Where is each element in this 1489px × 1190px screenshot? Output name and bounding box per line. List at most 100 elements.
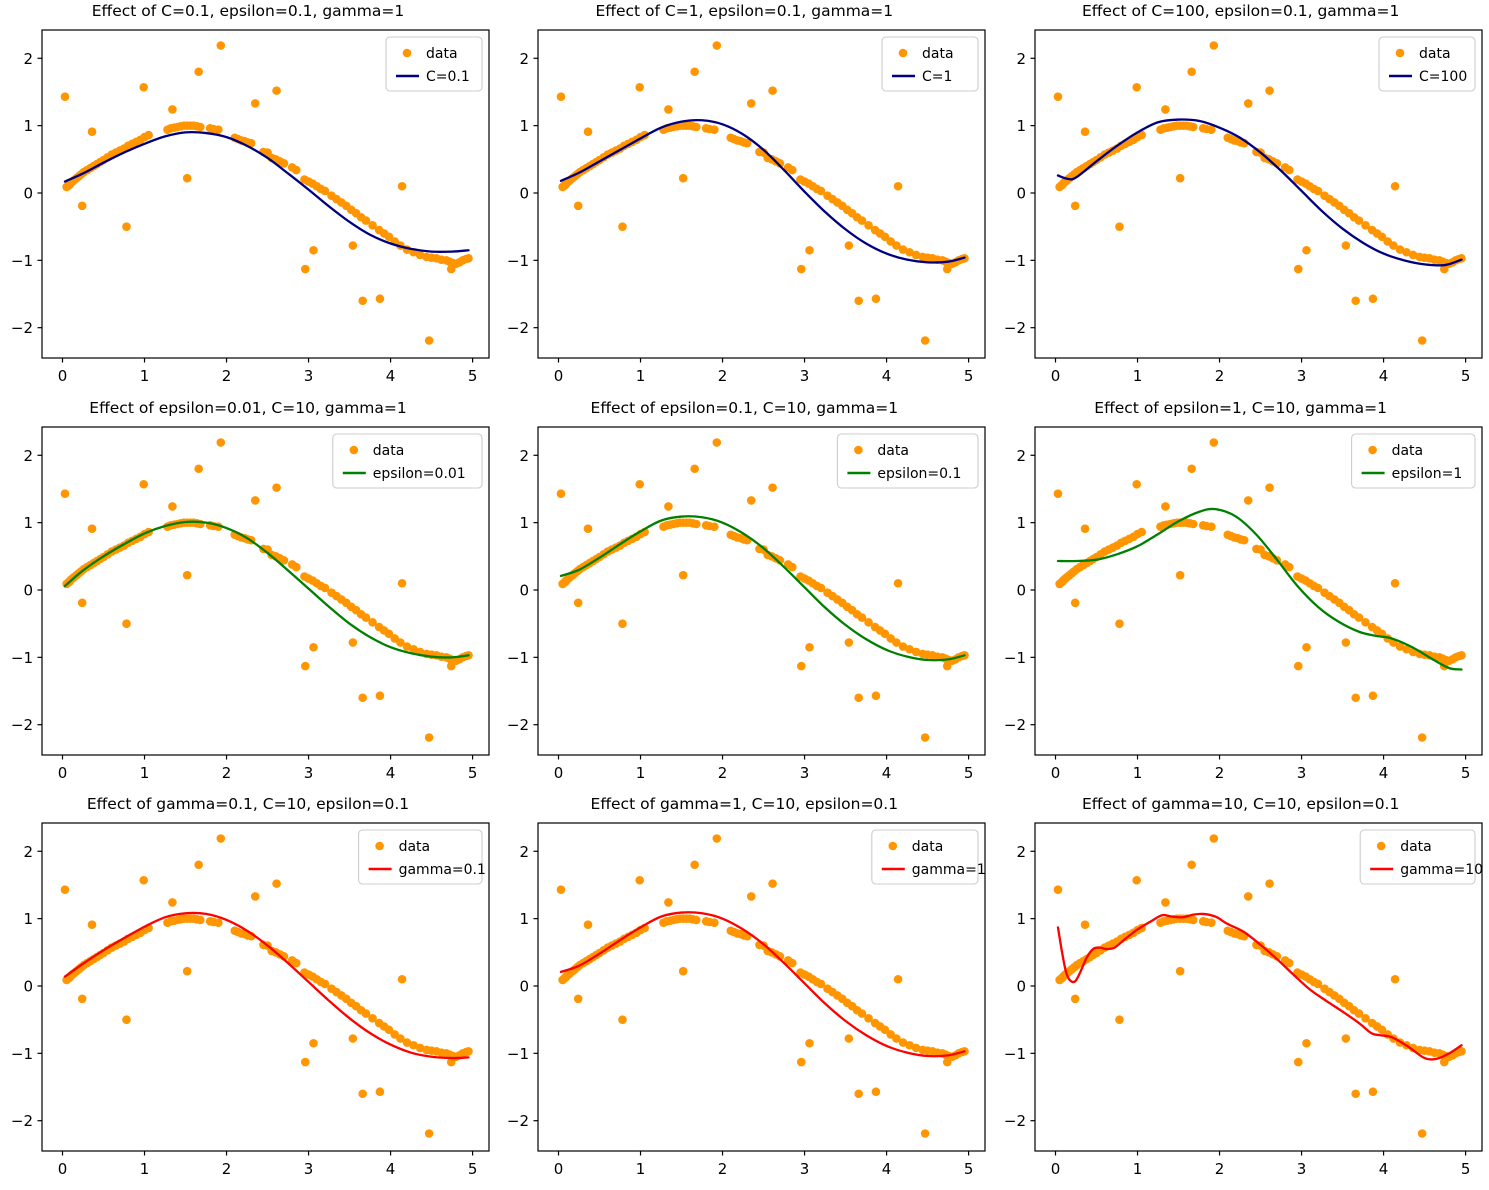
legend-box[interactable]: [1359, 829, 1476, 885]
data-point: [402, 641, 412, 651]
data-point-outlier: [1132, 876, 1141, 885]
legend-box[interactable]: [1350, 433, 1476, 489]
x-tick-label: 5: [1460, 764, 1470, 782]
axes-spines: [1034, 822, 1483, 1152]
data-point-outlier: [182, 570, 192, 580]
data-point: [788, 562, 797, 572]
plot-area: 0 1 2 3 4 5 −2 −1 0 1 2 data gamma=1: [507, 822, 986, 1178]
data-layer: [556, 437, 970, 742]
data-point: [384, 1025, 394, 1035]
data-point: [291, 562, 301, 572]
axes-spines: [1034, 426, 1483, 756]
legend[interactable]: data epsilon=0.1: [837, 433, 979, 489]
data-point-outlier: [664, 501, 674, 511]
y-tick-label: 0: [23, 978, 33, 996]
subplot-panel: Effect of epsilon=1, C=10, gamma=1 0 1 2 3 4 5…: [993, 397, 1489, 793]
x-tick-label: 1: [636, 764, 646, 782]
y-tick-label: 2: [23, 446, 33, 464]
legend-box[interactable]: [358, 829, 483, 885]
data-point: [1206, 522, 1216, 531]
data-point: [144, 130, 153, 140]
legend-label-curve: C=100: [1419, 69, 1467, 85]
data-point-outlier: [122, 1015, 131, 1025]
legend[interactable]: data gamma=10: [1359, 829, 1483, 885]
x-tick-label: 3: [304, 764, 314, 782]
y-tick-label: 1: [23, 514, 33, 532]
data-point: [464, 1047, 473, 1056]
legend[interactable]: data C=1: [881, 36, 979, 92]
y-tick-label: −2: [507, 1113, 529, 1131]
data-point: [368, 221, 377, 230]
legend[interactable]: data C=0.1: [385, 36, 483, 92]
legend-marker-data: [888, 842, 898, 851]
data-point-outlier: [805, 245, 815, 255]
data-layer: [1053, 41, 1466, 345]
y-tick-label: 1: [520, 514, 530, 532]
x-tick-label: 2: [718, 367, 728, 385]
legend-label-curve: C=1: [922, 69, 952, 85]
data-point: [864, 617, 874, 627]
legend-label-curve: gamma=1: [912, 862, 986, 878]
legend[interactable]: data epsilon=1: [1350, 433, 1476, 489]
legend[interactable]: data gamma=0.1: [358, 829, 486, 885]
y-tick-label: 2: [23, 843, 33, 861]
axes-spines: [41, 426, 490, 756]
panel-title: Effect of epsilon=0.1, C=10, gamma=1: [590, 398, 899, 417]
y-tick-label: 1: [23, 117, 33, 135]
subplot-panel: Effect of C=100, epsilon=0.1, gamma=1 0 1 2…: [993, 0, 1489, 396]
data-point-outlier: [397, 975, 407, 984]
y-tick-label: 0: [520, 184, 530, 202]
data-point: [816, 583, 826, 592]
data-point-outlier: [1114, 619, 1124, 628]
data-point-outlier: [894, 181, 903, 191]
x-tick-label: 1: [1132, 367, 1142, 385]
x-tick-label: 0: [58, 367, 68, 385]
y-tick-label: −1: [507, 648, 529, 666]
data-point-outlier: [797, 1058, 806, 1067]
data-point: [905, 247, 915, 257]
x-tick-label: 0: [1050, 367, 1060, 385]
data-point-outlier: [446, 661, 456, 671]
legend-box[interactable]: [837, 433, 979, 489]
model-curve: [1056, 507, 1463, 671]
data-point: [899, 641, 908, 651]
data-point-outlier: [797, 264, 806, 274]
data-point-outlier: [854, 1089, 864, 1099]
y-tick-label: 2: [1016, 446, 1026, 464]
data-point-outlier: [1390, 181, 1400, 191]
legend-box[interactable]: [871, 829, 979, 885]
axes-spines: [537, 29, 986, 359]
data-point: [1313, 583, 1322, 592]
data-point-outlier: [1293, 264, 1303, 274]
x-tick-label: 0: [554, 764, 564, 782]
data-point: [857, 216, 867, 225]
model-curve: [63, 520, 470, 659]
x-tick-label: 4: [882, 1160, 892, 1178]
y-tick-label: −1: [11, 252, 33, 270]
data-point: [1360, 617, 1370, 627]
data-point-outlier: [1132, 82, 1141, 92]
data-point-outlier: [690, 860, 700, 870]
y-tick-label: 1: [1016, 910, 1026, 928]
data-point-outlier: [60, 92, 70, 101]
y-tick-label: 1: [520, 117, 530, 135]
data-point: [1206, 125, 1216, 134]
y-tick-label: 1: [23, 910, 33, 928]
data-layer: [60, 437, 473, 742]
data-point: [361, 216, 371, 225]
x-tick-label: 5: [468, 367, 478, 385]
legend[interactable]: data C=100: [1378, 36, 1476, 92]
data-point-outlier: [1187, 860, 1196, 870]
x-tick-label: 3: [800, 367, 810, 385]
data-point: [892, 637, 902, 647]
y-tick-label: 0: [23, 184, 33, 202]
legend-box[interactable]: [332, 433, 483, 489]
data-point-outlier: [272, 482, 281, 492]
legend[interactable]: data epsilon=0.01: [332, 433, 483, 489]
x-tick-label: 4: [386, 1160, 396, 1178]
data-point-outlier: [871, 691, 881, 700]
x-tick-label: 0: [58, 764, 68, 782]
data-point: [905, 644, 915, 654]
data-point: [320, 979, 330, 989]
legend[interactable]: data gamma=1: [871, 829, 986, 885]
